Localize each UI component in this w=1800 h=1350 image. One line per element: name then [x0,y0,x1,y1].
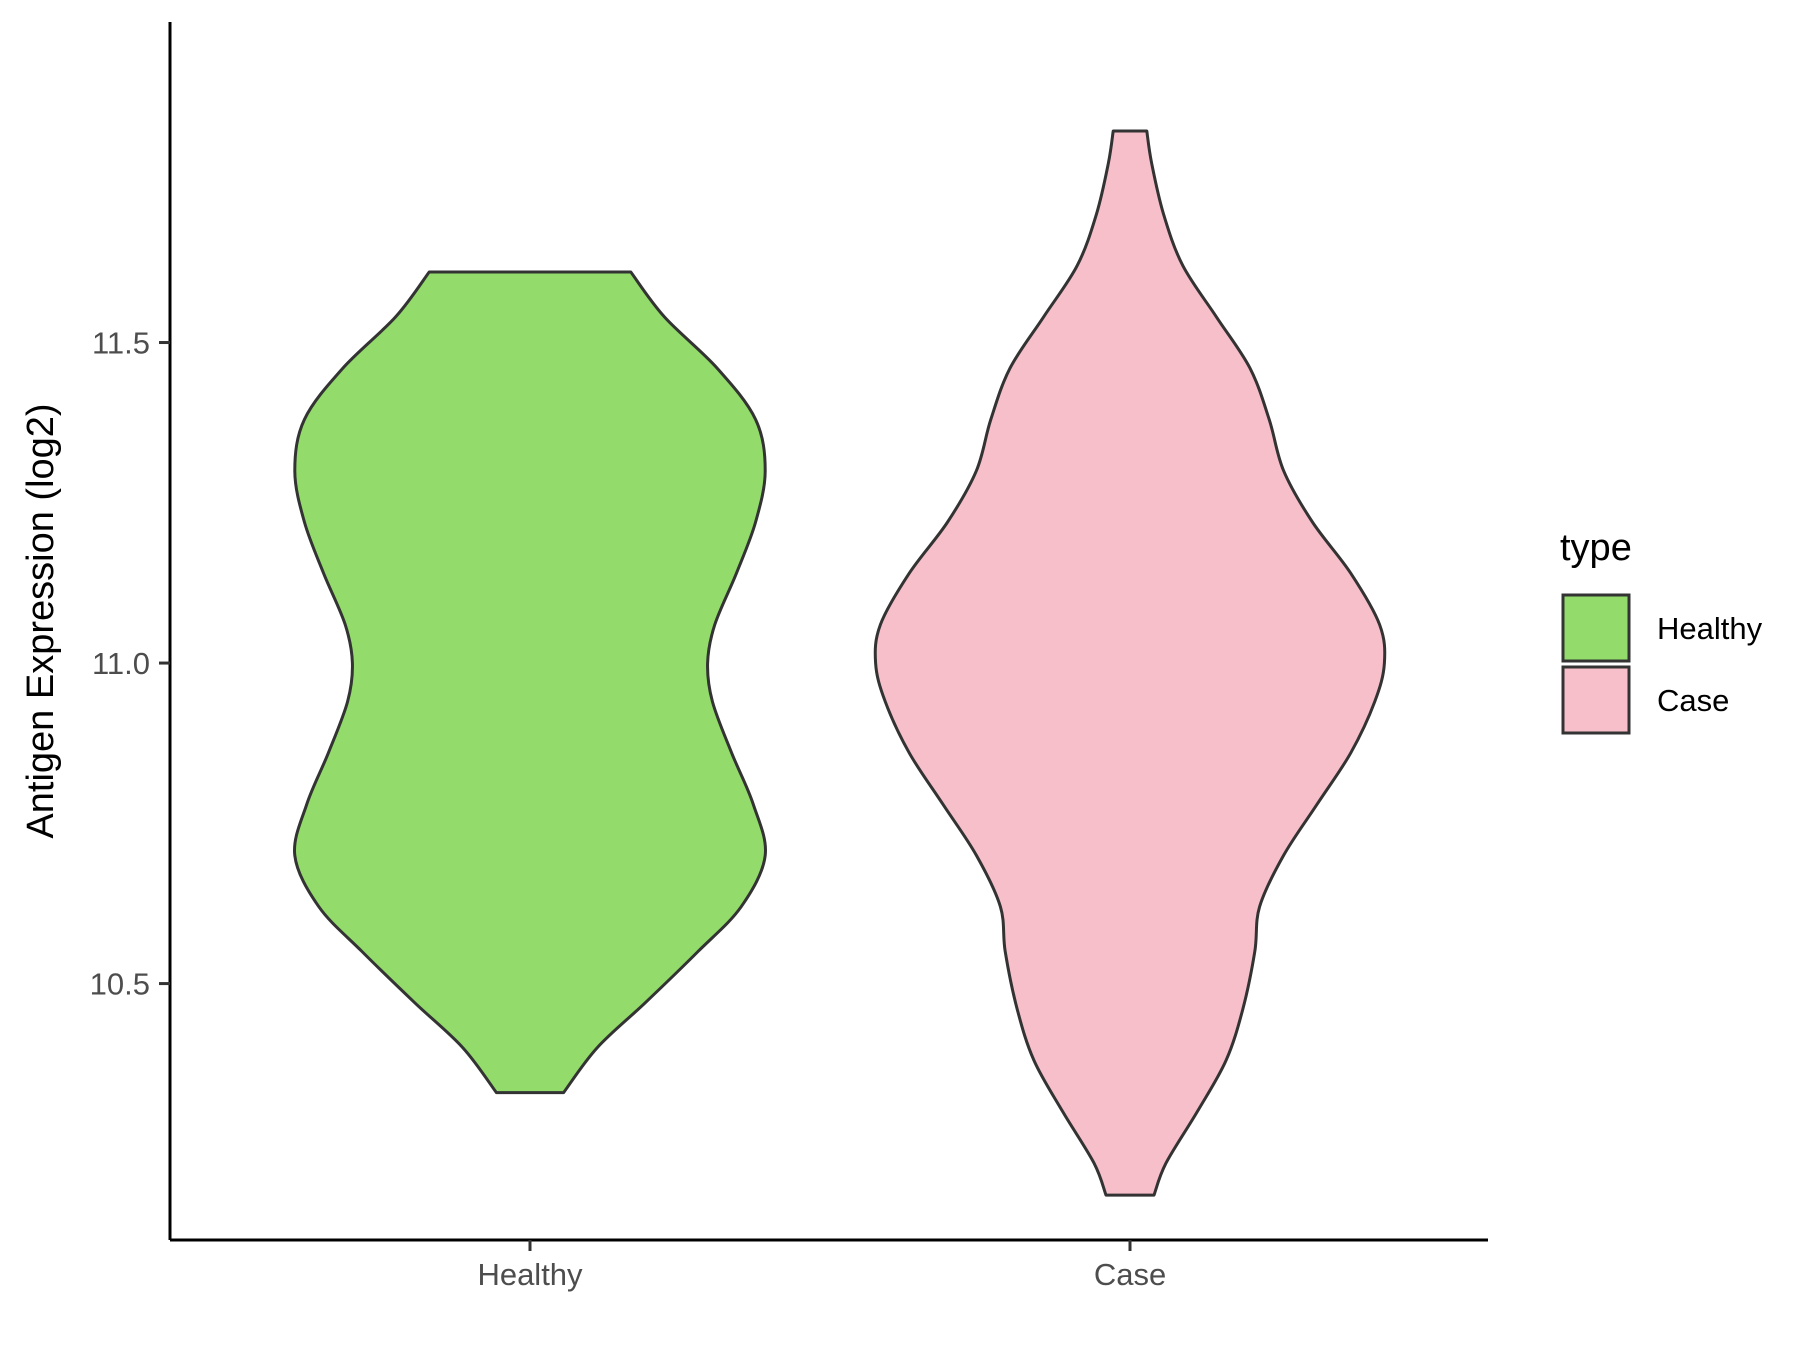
legend-title: type [1560,527,1632,569]
violin-case [873,129,1387,1197]
y-axis-title: Antigen Expression (log2) [20,403,62,838]
y-tick-label: 11.0 [92,646,150,681]
legend-label: Healthy [1657,611,1763,646]
y-tick-label: 10.5 [90,967,150,1002]
axes: 10.5 11.0 11.5 Healthy Case Antigen Expressio… [20,22,1488,1292]
x-tick-label: Case [1094,1257,1166,1292]
violin-layer [293,129,1387,1197]
legend-label: Case [1657,683,1729,718]
legend-key-healthy [1561,593,1631,663]
y-tick-label: 11.5 [92,326,150,361]
violin-healthy [293,270,767,1095]
x-tick-label: Healthy [477,1257,583,1292]
legend-key-case [1561,665,1631,735]
legend: type Healthy Case [1560,527,1763,735]
